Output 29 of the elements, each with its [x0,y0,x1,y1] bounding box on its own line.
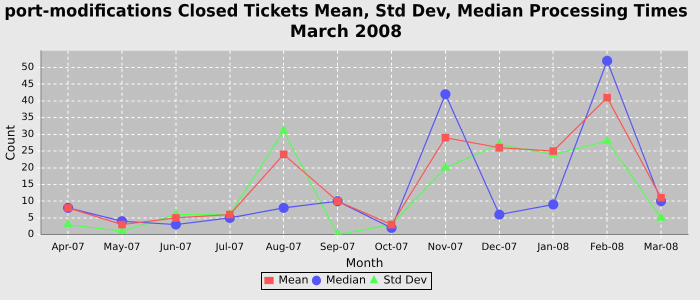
x-tick-label: Jul-07 [214,242,244,254]
y-tick-label: 30 [21,128,34,140]
x-axis-title: Month [346,256,384,270]
y-tick-label: 15 [21,179,34,190]
x-tick-label: Dec-07 [481,242,518,254]
x-tick-label: Sep-07 [320,242,356,254]
x-tick-label: Apr-07 [52,242,85,254]
x-tick-label: May-07 [104,242,140,254]
y-tick-label: 10 [21,196,34,207]
y-axis-title: Count [3,124,18,161]
y-tick-label: 25 [21,146,34,157]
x-tick-label: Mar-08 [644,242,678,254]
y-tick-label: 0 [28,229,34,240]
y-tick-label: 45 [21,78,34,90]
y-tick-label: 50 [21,62,34,74]
x-tick-label: Oct-07 [374,242,408,254]
y-tick-label: 5 [28,212,34,224]
legend-label: Median [326,273,366,286]
legend-label: Mean [278,273,308,286]
chart-title: port-modifications Closed Tickets Mean, Std Dev, Median Processing Times March 2008 [4,1,688,42]
legend-label: Std Dev [383,273,428,286]
y-tick-label: 40 [21,96,34,107]
x-tick-label: Nov-07 [428,242,464,254]
x-tick-label: Jan-08 [536,242,570,254]
y-tick-label: 20 [21,162,34,174]
x-tick-label: Jun-07 [158,242,192,254]
x-tick-label: Feb-08 [590,242,624,254]
y-tick-label: 35 [21,112,34,124]
x-tick-label: Aug-07 [266,242,302,254]
